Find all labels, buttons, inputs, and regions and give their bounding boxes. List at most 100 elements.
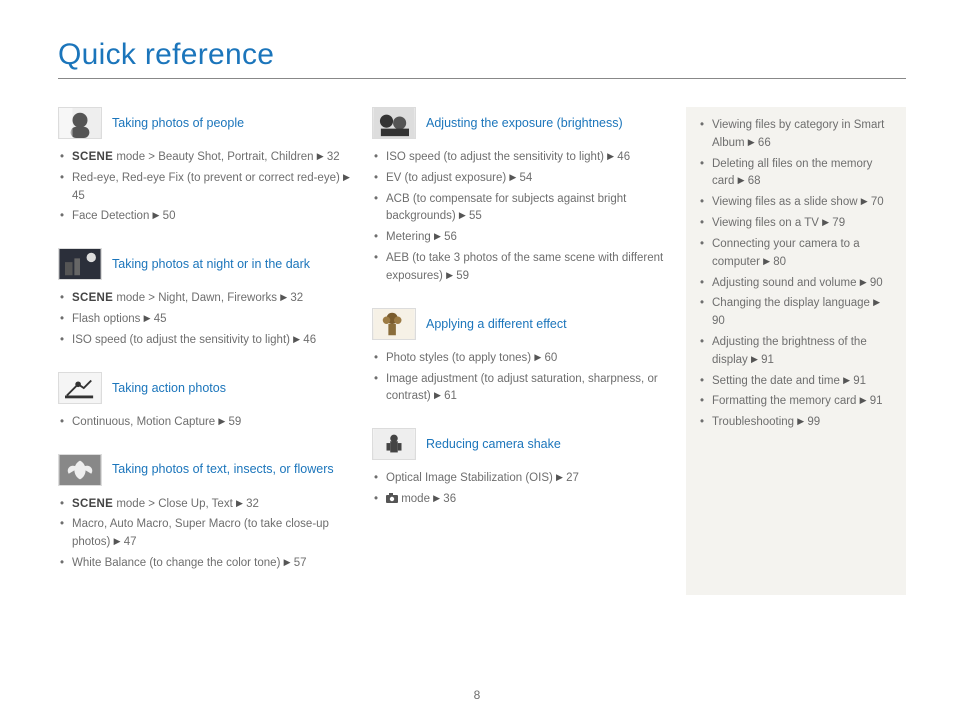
section-list: SCENE mode > Night, Dawn, Fireworks ▶ 32… (58, 290, 352, 349)
section-header: Adjusting the exposure (brightness) (372, 107, 666, 139)
page-ref[interactable]: 54 (520, 172, 533, 184)
section: Taking photos of text, insects, or flowe… (58, 454, 352, 573)
page-ref[interactable]: 55 (469, 210, 482, 222)
page-ref[interactable]: 45 (154, 313, 167, 325)
page-ref[interactable]: 61 (444, 390, 457, 402)
page-ref[interactable]: 90 (870, 277, 883, 289)
page-ref-icon: ▶ (861, 196, 868, 206)
list-item-text: Metering (386, 231, 434, 243)
page-ref-icon: ▶ (509, 172, 516, 182)
section-title[interactable]: Taking photos of text, insects, or flowe… (112, 461, 334, 477)
scene-label: SCENE (72, 292, 113, 304)
page-ref-icon: ▶ (860, 395, 867, 405)
page-ref[interactable]: 47 (124, 536, 137, 548)
list-item: SCENE mode > Close Up, Text ▶ 32 (72, 496, 352, 514)
page-ref-icon: ▶ (751, 354, 758, 364)
page-ref-icon: ▶ (860, 277, 867, 287)
content-columns: Taking photos of people SCENE mode > Beau… (58, 107, 906, 595)
list-item-text: Photo styles (to apply tones) (386, 352, 534, 364)
page-ref[interactable]: 46 (617, 151, 630, 163)
page-ref-icon: ▶ (433, 493, 440, 503)
sidebar-item: Viewing files on a TV ▶ 79 (712, 215, 894, 233)
section-title[interactable]: Taking action photos (112, 380, 226, 396)
section-list: Continuous, Motion Capture ▶ 59 (58, 414, 352, 432)
section-header: Taking photos of people (58, 107, 352, 139)
page-ref[interactable]: 50 (163, 210, 176, 222)
section-title[interactable]: Taking photos of people (112, 115, 244, 131)
scene-label: SCENE (72, 151, 113, 163)
sidebar-item: Deleting all files on the memory card ▶ … (712, 156, 894, 192)
sidebar-item: Formatting the memory card ▶ 91 (712, 393, 894, 411)
page-ref[interactable]: 45 (72, 190, 85, 202)
list-item: ISO speed (to adjust the sensitivity to … (72, 332, 352, 350)
page-ref[interactable]: 56 (444, 231, 457, 243)
list-item: Photo styles (to apply tones) ▶ 60 (386, 350, 666, 368)
list-item: mode ▶ 36 (386, 491, 666, 509)
list-item: AEB (to take 3 photos of the same scene … (386, 250, 666, 286)
list-item-text: AEB (to take 3 photos of the same scene … (386, 252, 663, 282)
page-ref[interactable]: 32 (246, 498, 259, 510)
page-ref[interactable]: 57 (294, 557, 307, 569)
page-ref-icon: ▶ (434, 390, 441, 400)
list-item: ISO speed (to adjust the sensitivity to … (386, 149, 666, 167)
page-ref-icon: ▶ (822, 217, 829, 227)
sidebar-item: Viewing files as a slide show ▶ 70 (712, 194, 894, 212)
sidebar-item: Troubleshooting ▶ 99 (712, 414, 894, 432)
page-ref[interactable]: 91 (853, 375, 866, 387)
list-item: SCENE mode > Beauty Shot, Portrait, Chil… (72, 149, 352, 167)
page-ref-icon: ▶ (144, 313, 151, 323)
list-item-text: Optical Image Stabilization (OIS) (386, 472, 556, 484)
section-header: Reducing camera shake (372, 428, 666, 460)
section-header: Taking action photos (58, 372, 352, 404)
page-ref[interactable]: 66 (758, 137, 771, 149)
page-ref-icon: ▶ (284, 557, 291, 567)
list-item-text: Image adjustment (to adjust saturation, … (386, 373, 658, 403)
page-ref[interactable]: 27 (566, 472, 579, 484)
section-title[interactable]: Applying a different effect (426, 316, 567, 332)
section-title[interactable]: Taking photos at night or in the dark (112, 256, 310, 272)
section-list: SCENE mode > Beauty Shot, Portrait, Chil… (58, 149, 352, 226)
page-ref[interactable]: 68 (748, 175, 761, 187)
page-ref[interactable]: 91 (870, 395, 883, 407)
sidebar-item: Adjusting sound and volume ▶ 90 (712, 275, 894, 293)
page-ref-icon: ▶ (738, 175, 745, 185)
page-ref[interactable]: 60 (544, 352, 557, 364)
sidebar-item-text: Troubleshooting (712, 416, 797, 428)
camera-icon (386, 493, 398, 503)
sidebar-item-text: Deleting all files on the memory card (712, 158, 872, 188)
page-ref[interactable]: 32 (290, 292, 303, 304)
list-item: Flash options ▶ 45 (72, 311, 352, 329)
page-ref-icon: ▶ (797, 416, 804, 426)
list-item: Macro, Auto Macro, Super Macro (to take … (72, 516, 352, 552)
list-item-text: Face Detection (72, 210, 153, 222)
page-ref[interactable]: 59 (229, 416, 242, 428)
page-ref[interactable]: 80 (773, 256, 786, 268)
page-ref[interactable]: 99 (807, 416, 820, 428)
section-thumb-night-icon (58, 248, 102, 280)
section-list: SCENE mode > Close Up, Text ▶ 32 Macro, A… (58, 496, 352, 573)
list-item-text: ISO speed (to adjust the sensitivity to … (386, 151, 607, 163)
sidebar-item-text: Setting the date and time (712, 375, 843, 387)
list-item-text: mode > Beauty Shot, Portrait, Children (113, 151, 317, 163)
page-ref[interactable]: 32 (327, 151, 340, 163)
section-header: Applying a different effect (372, 308, 666, 340)
page-ref[interactable]: 59 (456, 270, 469, 282)
list-item-text: mode > Night, Dawn, Fireworks (113, 292, 280, 304)
list-item-text: ACB (to compensate for subjects against … (386, 193, 626, 223)
column-middle: Adjusting the exposure (brightness) ISO s… (372, 107, 666, 595)
section-title[interactable]: Reducing camera shake (426, 436, 561, 452)
sidebar-item: Setting the date and time ▶ 91 (712, 373, 894, 391)
section: Reducing camera shake Optical Image Stabi… (372, 428, 666, 509)
page-ref[interactable]: 70 (871, 196, 884, 208)
section-title[interactable]: Adjusting the exposure (brightness) (426, 115, 623, 131)
list-item-text: Macro, Auto Macro, Super Macro (to take … (72, 518, 329, 548)
page-ref-icon: ▶ (763, 256, 770, 266)
page-ref[interactable]: 90 (712, 315, 725, 327)
page-ref[interactable]: 79 (832, 217, 845, 229)
page-ref-icon: ▶ (218, 416, 225, 426)
page-ref[interactable]: 36 (443, 493, 456, 505)
sidebar-item-text: Viewing files on a TV (712, 217, 822, 229)
list-item-text: ISO speed (to adjust the sensitivity to … (72, 334, 293, 346)
page-ref[interactable]: 46 (303, 334, 316, 346)
page-ref[interactable]: 91 (761, 354, 774, 366)
